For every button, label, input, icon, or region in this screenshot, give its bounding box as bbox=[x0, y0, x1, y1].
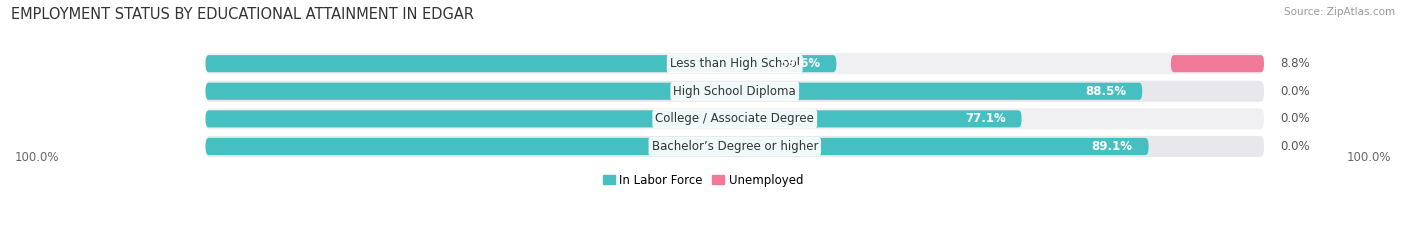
FancyBboxPatch shape bbox=[205, 136, 1264, 157]
Text: 0.0%: 0.0% bbox=[1279, 140, 1309, 153]
Text: 89.1%: 89.1% bbox=[1091, 140, 1133, 153]
Text: EMPLOYMENT STATUS BY EDUCATIONAL ATTAINMENT IN EDGAR: EMPLOYMENT STATUS BY EDUCATIONAL ATTAINM… bbox=[11, 7, 474, 22]
FancyBboxPatch shape bbox=[205, 53, 1264, 74]
Text: 59.6%: 59.6% bbox=[779, 57, 821, 70]
FancyBboxPatch shape bbox=[1171, 55, 1264, 72]
Text: Less than High School: Less than High School bbox=[669, 57, 800, 70]
Text: College / Associate Degree: College / Associate Degree bbox=[655, 112, 814, 125]
Text: 88.5%: 88.5% bbox=[1085, 85, 1126, 98]
FancyBboxPatch shape bbox=[205, 81, 1264, 102]
FancyBboxPatch shape bbox=[205, 108, 1264, 129]
Text: 0.0%: 0.0% bbox=[1279, 85, 1309, 98]
Text: High School Diploma: High School Diploma bbox=[673, 85, 796, 98]
Text: 77.1%: 77.1% bbox=[965, 112, 1005, 125]
Text: Source: ZipAtlas.com: Source: ZipAtlas.com bbox=[1284, 7, 1395, 17]
Text: 0.0%: 0.0% bbox=[1279, 112, 1309, 125]
FancyBboxPatch shape bbox=[205, 83, 1142, 100]
Legend: In Labor Force, Unemployed: In Labor Force, Unemployed bbox=[603, 174, 803, 187]
Text: 100.0%: 100.0% bbox=[15, 151, 59, 164]
FancyBboxPatch shape bbox=[205, 110, 1022, 127]
FancyBboxPatch shape bbox=[205, 55, 837, 72]
Text: 100.0%: 100.0% bbox=[1347, 151, 1391, 164]
FancyBboxPatch shape bbox=[205, 138, 1149, 155]
Text: Bachelor’s Degree or higher: Bachelor’s Degree or higher bbox=[651, 140, 818, 153]
Text: 8.8%: 8.8% bbox=[1279, 57, 1309, 70]
